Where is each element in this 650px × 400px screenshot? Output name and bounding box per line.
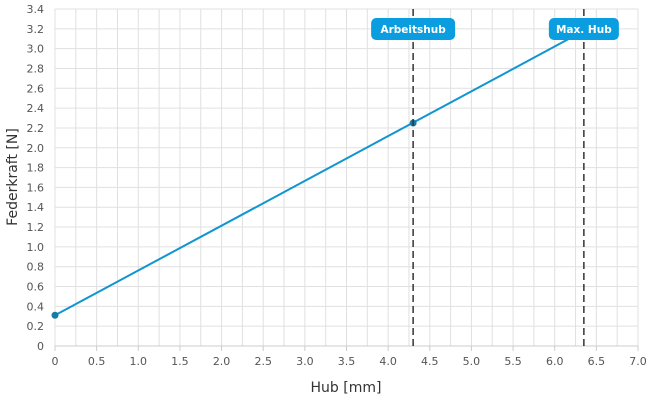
series-line	[54, 29, 585, 317]
x-tick-label: 0.5	[88, 355, 106, 368]
x-axis: 0 0.5 1.0 1.5 2.0 2.5 3.0 3.5 4.0 4.5 5.0 5.5 6.0 6.5…	[52, 345, 647, 368]
x-tick-label: 2.5	[254, 355, 272, 368]
grid	[54, 8, 639, 347]
y-tick-label: 2.6	[27, 82, 45, 95]
x-tick-label: 1.0	[130, 355, 148, 368]
x-tick-label: 2.0	[213, 355, 231, 368]
x-tick-label: 3.0	[296, 355, 314, 368]
y-tick-label: 2.2	[27, 122, 45, 135]
marker-label: Arbeitshub	[380, 24, 446, 36]
y-tick-label: 3.2	[27, 23, 45, 36]
y-tick-label: 1.8	[27, 162, 45, 175]
x-tick-label: 6.0	[546, 355, 564, 368]
marker-badge	[371, 18, 456, 40]
y-axis: 0 0.2 0.4 0.6 0.8 1.0 1.2 1.4 1.6 1.8 2.0 2.2 2.4 2.6…	[27, 3, 45, 353]
x-tick-label: 7.0	[629, 355, 647, 368]
y-tick-label: 0.8	[27, 261, 45, 274]
y-tick-label: 3.4	[27, 3, 45, 16]
y-tick-label: 2.0	[27, 142, 45, 155]
y-tick-label: 1.6	[27, 181, 45, 194]
x-tick-label: 4.5	[421, 355, 439, 368]
y-tick-label: 1.4	[27, 201, 45, 214]
x-tick-label: 6.5	[588, 355, 606, 368]
x-tick-label: 4.0	[379, 355, 397, 368]
marker-badge	[548, 18, 619, 40]
y-tick-label: 2.4	[27, 102, 45, 115]
y-tick-label: 1.2	[27, 221, 45, 234]
series	[51, 29, 585, 319]
x-tick-label: 3.5	[338, 355, 356, 368]
y-tick-label: 2.8	[27, 62, 45, 75]
y-axis-title: Federkraft [N]	[5, 128, 21, 226]
y-tick-label: 0.4	[27, 300, 45, 313]
y-tick-label: 0	[37, 340, 44, 353]
x-tick-label: 0	[52, 355, 59, 368]
x-tick-label: 1.5	[171, 355, 189, 368]
y-tick-label: 0.2	[27, 320, 45, 333]
y-tick-label: 3.0	[27, 43, 45, 56]
x-tick-label: 5.5	[504, 355, 522, 368]
x-axis-title: Hub [mm]	[311, 380, 382, 396]
marker-label: Max. Hub	[556, 24, 612, 36]
x-tick-label: 5.0	[463, 355, 481, 368]
y-tick-label: 1.0	[27, 241, 45, 254]
data-point	[51, 311, 59, 319]
markers: Arbeitshub Max. Hub	[371, 9, 619, 346]
y-tick-label: 0.6	[27, 281, 45, 294]
